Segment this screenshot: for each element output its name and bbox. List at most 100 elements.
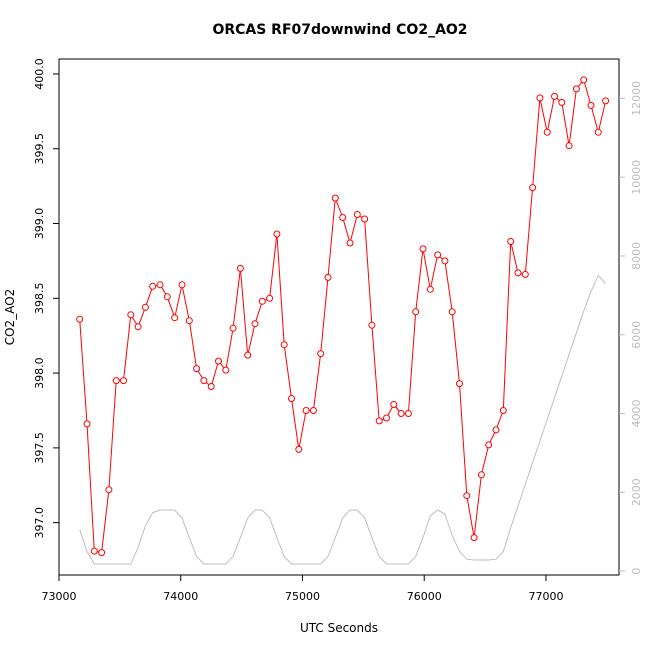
- co2-point: [565, 142, 573, 150]
- y-tick-label: 397.5: [33, 432, 46, 464]
- co2-point: [456, 380, 463, 388]
- co2-point: [346, 239, 354, 247]
- y2-tick-label: 8000: [630, 242, 643, 270]
- co2-line-segment: [283, 344, 292, 399]
- y-tick-label: 397.0: [33, 507, 46, 539]
- co2-line-segment: [371, 325, 380, 421]
- co2-point: [470, 534, 478, 542]
- co2-point: [404, 410, 412, 417]
- co2-line-segment: [188, 320, 198, 369]
- co2-line-segment: [86, 423, 95, 552]
- co2-line-segment: [327, 198, 336, 278]
- co2-point: [141, 303, 149, 311]
- co2-point: [477, 471, 485, 479]
- co2-point: [222, 366, 230, 374]
- co2-point: [156, 281, 164, 289]
- co2-line-segment: [568, 88, 577, 146]
- co2-line-segment: [312, 353, 322, 411]
- y-tick-label: 400.0: [33, 58, 46, 90]
- co2-point: [602, 97, 610, 105]
- co2-point: [236, 264, 244, 272]
- co2-point: [178, 281, 186, 289]
- co2-line-segment: [422, 248, 431, 290]
- y2-tick-label: 12000: [630, 81, 643, 116]
- x-tick-label: 77000: [528, 590, 563, 603]
- co2-line-segment: [407, 311, 417, 414]
- co2-line-segment: [239, 268, 249, 356]
- co2-point: [229, 324, 237, 332]
- co2-point: [390, 401, 398, 408]
- co2-point: [587, 101, 595, 109]
- co2-point: [273, 230, 281, 238]
- co2-line-segment: [444, 260, 453, 312]
- co2-point: [76, 315, 84, 323]
- co2-line-segment: [532, 97, 541, 188]
- co2-point: [434, 251, 442, 259]
- co2-point: [127, 311, 135, 319]
- y-tick-label: 399.0: [33, 208, 46, 240]
- co2-point: [149, 282, 157, 290]
- co2-point: [580, 76, 588, 84]
- co2-point: [353, 211, 361, 218]
- co2-point: [514, 269, 522, 277]
- x-tick-label: 73000: [42, 590, 77, 603]
- x-tick-label: 75000: [285, 590, 320, 603]
- co2-point: [426, 285, 434, 293]
- co2-line-segment: [254, 301, 263, 324]
- co2-line-segment: [320, 277, 329, 354]
- chart-title: ORCAS RF07downwind CO2_AO2: [212, 22, 467, 38]
- co2-line-segment: [364, 218, 373, 326]
- y-tick-label: 398.0: [33, 357, 46, 389]
- co2-line-segment: [539, 97, 548, 133]
- x-axis-label: UTC Seconds: [300, 621, 378, 635]
- co2-point: [171, 314, 179, 322]
- co2-point: [134, 323, 142, 331]
- co2-point: [120, 377, 127, 385]
- y-tick-label: 399.5: [33, 133, 46, 165]
- co2-point: [529, 184, 537, 192]
- co2-point: [193, 365, 201, 373]
- co2-line-segment: [174, 284, 183, 318]
- co2-point: [448, 308, 456, 316]
- co2-line-segment: [510, 241, 519, 274]
- co2-point: [441, 257, 449, 265]
- co2-line-segment: [101, 489, 110, 553]
- co2-line-segment: [597, 100, 607, 133]
- x-tick-label: 76000: [407, 590, 442, 603]
- co2-point: [339, 214, 347, 221]
- y2-tick-label: 0: [630, 568, 643, 575]
- co2-point: [251, 320, 259, 328]
- co2-point: [258, 297, 266, 305]
- co2-line-segment: [524, 187, 534, 275]
- co2-point: [507, 238, 515, 245]
- co2-line-segment: [342, 217, 351, 244]
- co2-point: [280, 341, 288, 349]
- co2-point: [419, 245, 427, 253]
- co2-point: [288, 395, 295, 402]
- co2-line-segment: [247, 323, 256, 356]
- y2-tick-label: 4000: [630, 400, 643, 428]
- co2-point: [558, 98, 566, 106]
- co2-line-segment: [415, 248, 424, 312]
- y-tick-label: 398.5: [33, 283, 46, 315]
- co2-line-segment: [590, 105, 599, 133]
- co2-line-segment: [546, 96, 555, 133]
- co2-point: [207, 383, 215, 390]
- co2-point: [112, 377, 120, 385]
- co2-point: [594, 128, 602, 136]
- co2-line-segment: [583, 79, 592, 106]
- co2-line-segment: [291, 398, 300, 450]
- co2-line-segment: [473, 474, 482, 538]
- y2-tick-label: 6000: [630, 321, 643, 349]
- co2-line-segment: [144, 286, 154, 308]
- co2-point: [536, 94, 544, 102]
- co2-line-segment: [225, 328, 234, 371]
- plot-area: [76, 76, 610, 565]
- co2-line-segment: [181, 284, 190, 321]
- co2-point: [185, 317, 193, 325]
- plot-frame: [58, 58, 620, 576]
- co2-point: [200, 377, 208, 385]
- co2-line-segment: [561, 102, 570, 146]
- co2-line-segment: [276, 233, 285, 345]
- co2-point: [266, 294, 274, 302]
